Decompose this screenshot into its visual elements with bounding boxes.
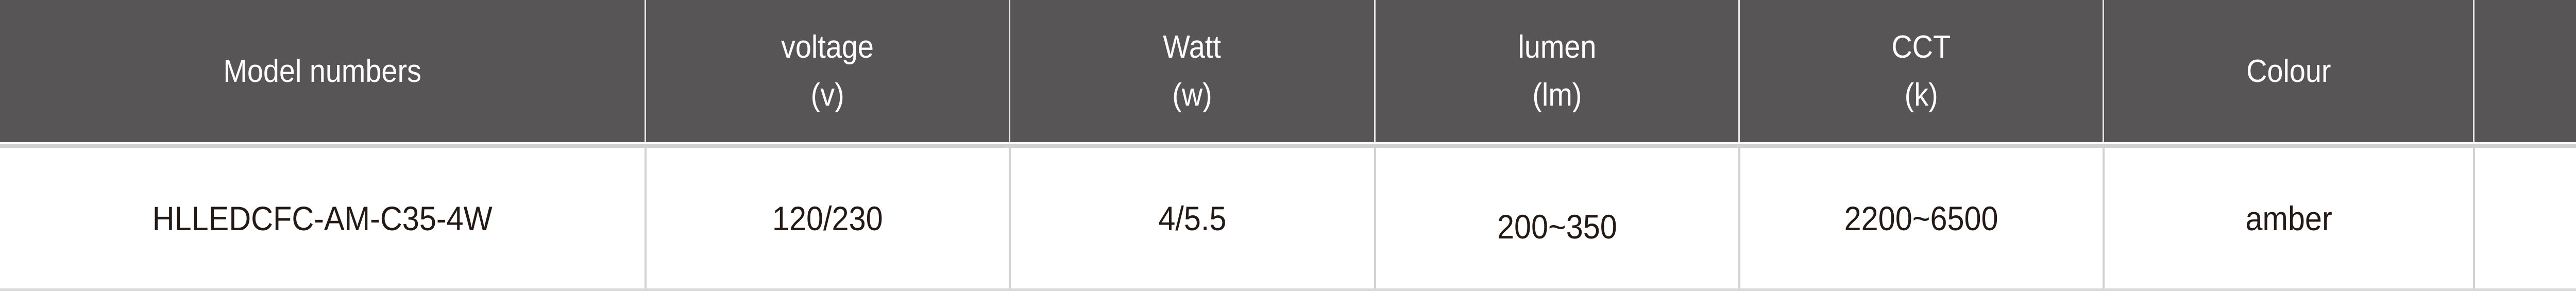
header-cell-filaments-count: Filaments Count xyxy=(2473,0,2576,142)
voltage-value: 120/230 xyxy=(772,199,883,237)
header-label: CCT xyxy=(1891,29,1951,65)
header-unit: (k) xyxy=(1904,77,1938,113)
model-number-value: HLLEDCFC-AM-C35-4W xyxy=(152,199,493,237)
cell-filaments-count: 4 xyxy=(2473,148,2576,288)
cell-lumen: 200~350 xyxy=(1374,148,1738,288)
header-unit: (w) xyxy=(1172,77,1212,113)
cell-model-number: HLLEDCFC-AM-C35-4W xyxy=(0,148,645,288)
header-cell-model-numbers: Model numbers xyxy=(0,0,645,142)
cell-cct: 2200~6500 xyxy=(1738,148,2103,288)
cell-watt: 4/5.5 xyxy=(1009,148,1374,288)
watt-value: 4/5.5 xyxy=(1158,199,1227,237)
cct-value: 2200~6500 xyxy=(1844,199,1998,237)
colour-value: amber xyxy=(2245,199,2332,237)
header-label: Watt xyxy=(1163,29,1222,65)
header-cell-cct: CCT (k) xyxy=(1738,0,2103,142)
cell-voltage: 120/230 xyxy=(645,148,1009,288)
header-separator-rule xyxy=(0,144,2576,148)
header-label: voltage xyxy=(781,29,874,65)
header-unit: (lm) xyxy=(1532,77,1582,113)
cell-colour: amber xyxy=(2103,148,2473,288)
lumen-value: 200~350 xyxy=(1497,207,1617,246)
header-cell-watt: Watt (w) xyxy=(1009,0,1374,142)
table-data-row: HLLEDCFC-AM-C35-4W 120/230 4/5.5 200~350… xyxy=(0,148,2576,288)
header-label: Model numbers xyxy=(223,53,421,89)
table-header-row: Model numbers voltage (v) Watt (w) lumen… xyxy=(0,0,2576,142)
header-cell-colour: Colour xyxy=(2103,0,2473,142)
header-label: lumen xyxy=(1518,29,1596,65)
header-cell-voltage: voltage (v) xyxy=(645,0,1009,142)
table-bottom-border xyxy=(0,288,2576,291)
header-separator-highlight xyxy=(0,142,2576,144)
header-cell-lumen: lumen (lm) xyxy=(1374,0,1738,142)
header-label: Colour xyxy=(2246,53,2331,89)
header-unit: (v) xyxy=(810,77,844,113)
